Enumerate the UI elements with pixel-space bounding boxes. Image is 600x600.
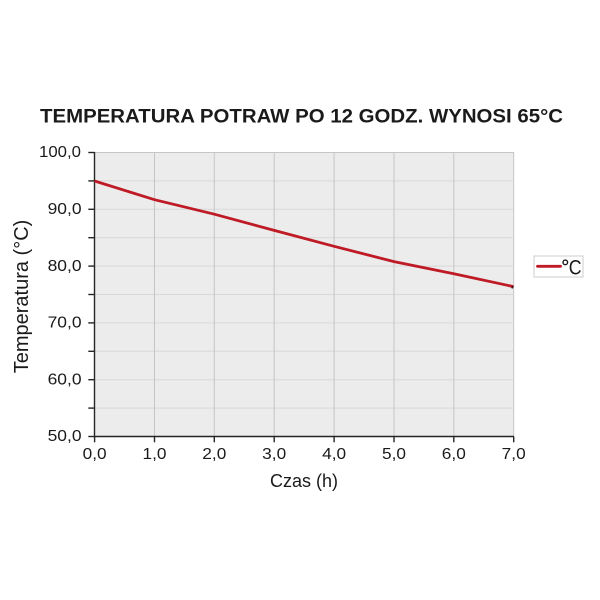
- svg-text:5,0: 5,0: [382, 446, 406, 463]
- svg-text:90,0: 90,0: [48, 201, 82, 218]
- svg-text:6,0: 6,0: [442, 446, 466, 463]
- svg-text:60,0: 60,0: [48, 371, 82, 388]
- svg-text:Czas (h): Czas (h): [270, 471, 338, 491]
- svg-text:TEMPERATURA POTRAW PO 12 GODZ.: TEMPERATURA POTRAW PO 12 GODZ. WYNOSI 65…: [40, 107, 563, 128]
- svg-text:70,0: 70,0: [48, 315, 82, 332]
- svg-text:50,0: 50,0: [48, 428, 82, 445]
- svg-text:0,0: 0,0: [83, 446, 107, 463]
- svg-text:2,0: 2,0: [202, 446, 226, 463]
- svg-text:100,0: 100,0: [39, 144, 81, 161]
- svg-text:7,0: 7,0: [502, 446, 526, 463]
- svg-text:3,0: 3,0: [262, 446, 286, 463]
- svg-text:80,0: 80,0: [48, 258, 82, 275]
- svg-text:Temperatura (°C): Temperatura (°C): [11, 220, 33, 374]
- svg-text:1,0: 1,0: [143, 446, 167, 463]
- svg-text:C: C: [569, 256, 582, 279]
- svg-text:4,0: 4,0: [322, 446, 346, 463]
